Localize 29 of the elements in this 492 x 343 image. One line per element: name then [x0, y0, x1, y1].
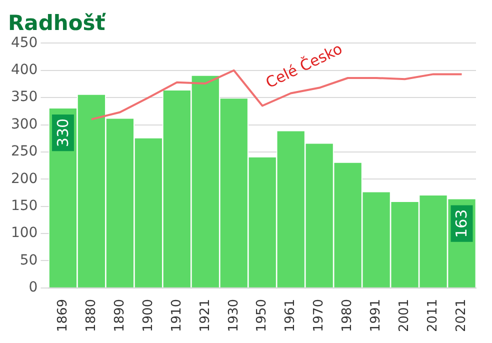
- x-tick-label: 1970: [312, 298, 327, 332]
- chart-title: Radhošť: [8, 11, 106, 36]
- y-tick-label: 350: [10, 89, 38, 106]
- y-tick-label: 450: [10, 34, 38, 51]
- data-label: 163: [452, 209, 471, 238]
- y-tick-label: 100: [10, 225, 38, 242]
- x-tick-label: 1910: [169, 298, 184, 332]
- y-tick-label: 200: [10, 170, 38, 187]
- text: Celé Česko: [262, 40, 346, 92]
- x-tick-label: 1961: [283, 298, 298, 332]
- y-tick-label: 150: [10, 198, 38, 214]
- x-tick-label: 2001: [397, 298, 412, 332]
- data-label: 330: [54, 118, 72, 148]
- x-tick-label: 2011: [426, 298, 441, 332]
- x-tick-label: 1869: [55, 298, 70, 332]
- y-tick-label: 400: [10, 62, 38, 78]
- x-tick-label: 1890: [112, 298, 128, 332]
- x-tick-label: 1880: [84, 298, 99, 332]
- y-tick-label: 250: [10, 144, 38, 160]
- y-tick-label: 50: [20, 252, 38, 268]
- x-tick-label: 1930: [226, 298, 242, 332]
- x-tick-label: 1991: [368, 298, 384, 332]
- x-tick-label: 2021: [454, 298, 470, 332]
- y-tick-label: 0: [28, 280, 38, 296]
- x-tick-label: 1900: [140, 298, 156, 332]
- y-tick-label: 300: [10, 116, 38, 132]
- x-tick-label: 1921: [198, 298, 213, 332]
- x-tick-label: 1980: [340, 298, 356, 332]
- x-tick-label: 1950: [254, 298, 270, 332]
